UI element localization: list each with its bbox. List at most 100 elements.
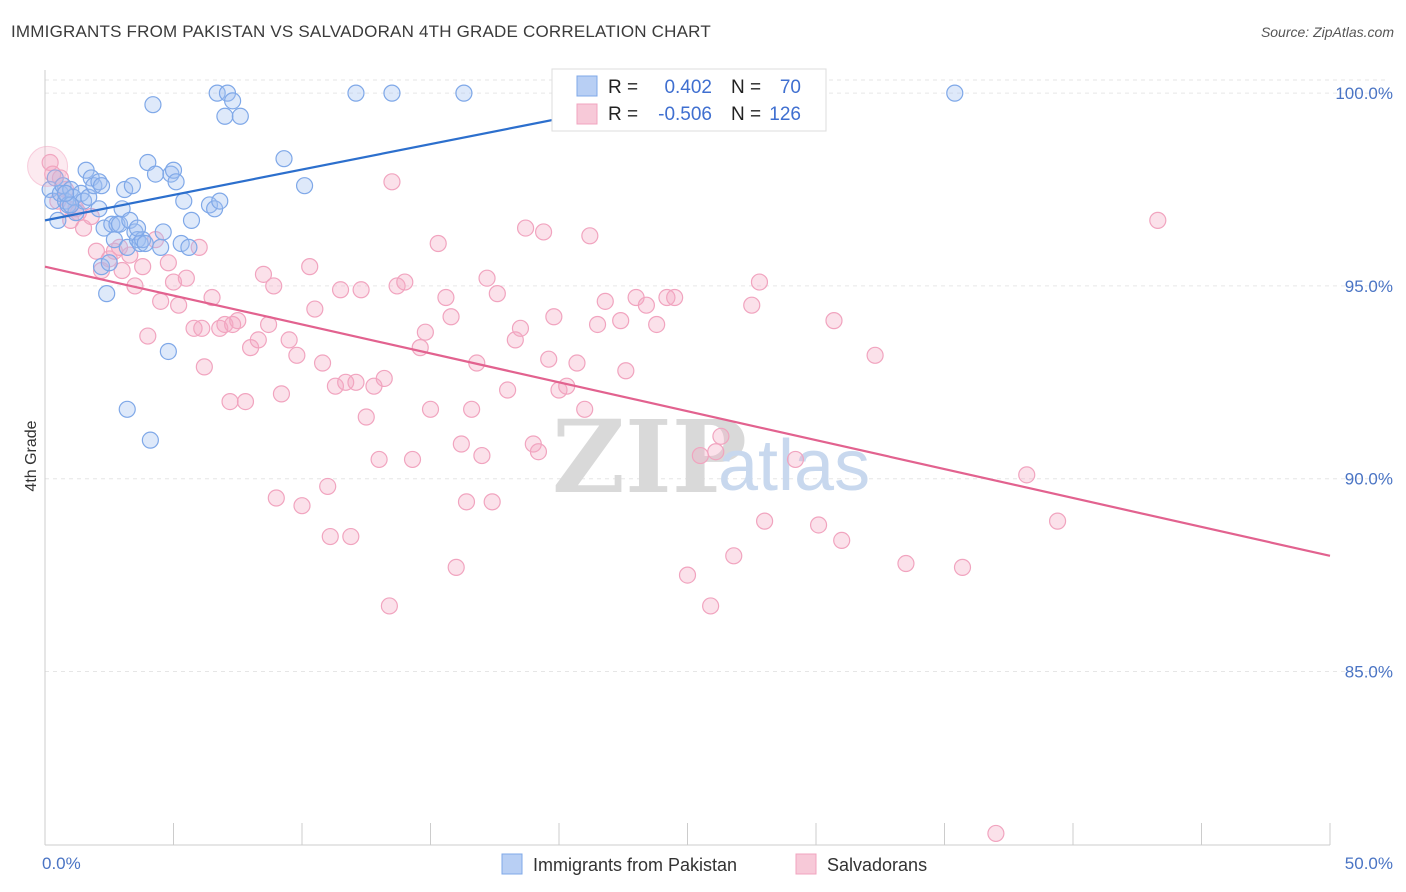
point-salvadorans (707, 443, 725, 461)
point-pakistan (123, 177, 141, 195)
point-salvadorans (750, 273, 769, 291)
point-salvadorans (516, 219, 535, 237)
point-pakistan (152, 238, 170, 256)
y-axis-label: 4th Grade (23, 420, 40, 491)
stats-swatch-salvadorans (576, 103, 598, 125)
point-salvadorans (170, 296, 188, 314)
point-salvadorans (576, 400, 594, 418)
point-salvadorans (288, 346, 306, 364)
point-salvadorans (1149, 211, 1167, 229)
point-pakistan (216, 107, 234, 125)
point-salvadorans (272, 385, 291, 403)
point-salvadorans (568, 354, 586, 372)
point-salvadorans (326, 377, 345, 395)
point-salvadorans (331, 281, 350, 299)
point-pakistan (295, 177, 314, 195)
point-salvadorans (534, 223, 553, 241)
point-pakistan (98, 285, 116, 303)
point-salvadorans (347, 373, 365, 391)
y-tick-label: 95.0% (1345, 277, 1393, 296)
source-credit: Source: ZipAtlas.com (1260, 24, 1394, 40)
point-salvadorans (897, 554, 915, 573)
x-tick-label-max: 50.0% (1345, 854, 1393, 873)
point-salvadorans (352, 281, 370, 299)
point-salvadorans (545, 308, 563, 326)
point-pakistan (383, 84, 401, 102)
point-salvadorans (306, 300, 324, 318)
point-pakistan (946, 84, 964, 102)
point-salvadorans (809, 516, 828, 534)
point-pakistan (144, 96, 162, 114)
point-pakistan (275, 150, 293, 168)
point-salvadorans (442, 308, 460, 326)
point-pakistan (118, 400, 136, 418)
point-salvadorans (280, 331, 298, 349)
point-salvadorans (457, 493, 476, 511)
point-salvadorans (224, 315, 242, 334)
point-pakistan (182, 211, 201, 229)
point-salvadorans (1048, 512, 1067, 530)
point-salvadorans (87, 242, 106, 260)
point-salvadorans (152, 292, 170, 310)
point-salvadorans (953, 558, 972, 576)
point-pakistan (92, 177, 111, 195)
point-salvadorans (159, 254, 177, 272)
trend-line-salvadorans (44, 265, 1331, 557)
stats-n-label-salvadorans: N = (731, 104, 761, 125)
x-tick-label-min: 0.0% (42, 854, 81, 873)
point-salvadorans (702, 597, 720, 615)
point-salvadorans (221, 392, 239, 411)
point-pakistan (211, 192, 229, 210)
point-salvadorans (529, 443, 548, 461)
stats-n-value-salvadorans: 126 (769, 104, 801, 125)
point-salvadorans (357, 408, 375, 426)
point-salvadorans (293, 497, 311, 515)
point-salvadorans (383, 173, 401, 191)
point-salvadorans (499, 381, 517, 399)
point-salvadorans (134, 258, 152, 276)
point-pakistan (92, 258, 111, 276)
point-pakistan (347, 84, 365, 102)
point-pakistan (100, 254, 118, 272)
point-salvadorans (139, 327, 157, 345)
point-pakistan (167, 173, 185, 191)
point-salvadorans (447, 558, 465, 576)
point-salvadorans (249, 331, 267, 349)
point-salvadorans-large (27, 145, 69, 187)
point-salvadorans (437, 288, 455, 307)
point-pakistan (455, 84, 473, 102)
point-salvadorans (321, 527, 339, 546)
point-pakistan (180, 238, 198, 256)
legend-swatch-salvadorans (795, 853, 817, 875)
point-salvadorans (313, 354, 332, 372)
point-salvadorans (691, 446, 709, 465)
stats-r-value-pakistan: 0.402 (664, 77, 712, 98)
point-salvadorans (370, 450, 388, 469)
point-salvadorans (511, 319, 530, 337)
point-pakistan (141, 431, 159, 449)
point-pakistan (116, 180, 134, 199)
y-tick-label: 90.0% (1345, 470, 1393, 489)
point-salvadorans (637, 296, 655, 314)
point-salvadorans (113, 261, 131, 280)
point-salvadorans (452, 435, 470, 453)
point-pakistan (154, 223, 172, 241)
y-tick-label: 100.0% (1335, 84, 1393, 103)
point-salvadorans (195, 358, 213, 376)
point-salvadorans (203, 288, 221, 307)
point-pakistan (224, 92, 242, 110)
point-salvadorans (666, 288, 684, 307)
x-tick-labels: 0.0% 50.0% (42, 854, 1393, 873)
grid-lines (45, 79, 1385, 672)
point-pakistan (128, 219, 147, 237)
point-salvadorans (833, 531, 851, 549)
chart-title: IMMIGRANTS FROM PAKISTAN VS SALVADORAN 4… (11, 22, 711, 41)
point-salvadorans (786, 450, 805, 469)
point-salvadorans (825, 312, 843, 330)
point-pakistan (136, 234, 154, 253)
point-salvadorans (463, 400, 481, 418)
point-pakistan (49, 211, 67, 229)
point-salvadorans (617, 362, 635, 380)
point-salvadorans (755, 512, 774, 530)
